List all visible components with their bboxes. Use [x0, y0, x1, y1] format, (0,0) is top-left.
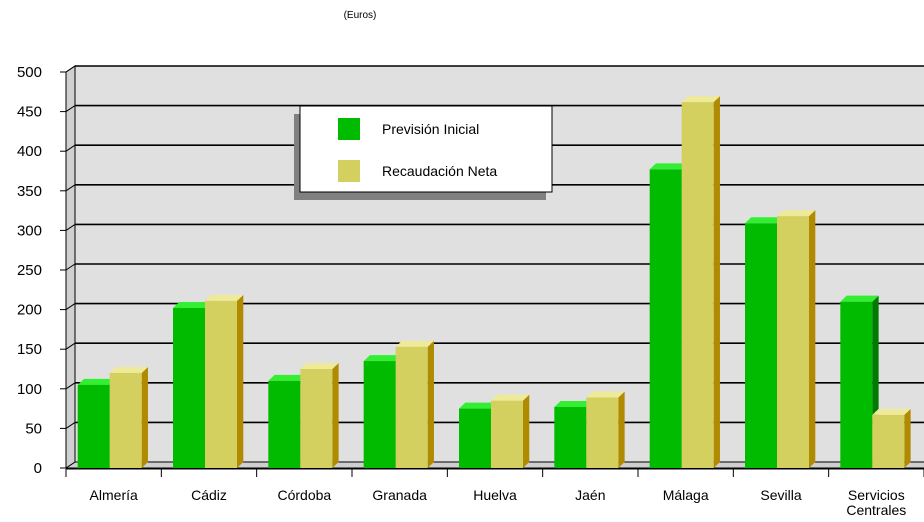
x-tick-label: Cádiz [191, 487, 227, 503]
bar-top [554, 401, 593, 408]
legend-swatch [338, 160, 360, 182]
bar-side [237, 294, 244, 468]
axes: 0 50 100 150 200 250 300 350 400 450 500 Almería Cád… [17, 64, 924, 518]
bar [554, 407, 587, 468]
chart-subtitle: (Euros) [343, 10, 377, 21]
x-tick-label: Huelva [473, 487, 517, 503]
x-tick-label: Almería [90, 487, 138, 503]
gridline-side [65, 184, 76, 192]
bar [777, 216, 809, 468]
gridline-side [65, 65, 76, 73]
bar [205, 300, 237, 468]
gridline-side [65, 421, 76, 429]
gridline-side [65, 223, 76, 231]
x-tick-label: Córdoba [277, 487, 331, 503]
bar-side [618, 391, 625, 468]
legend-swatch [338, 118, 360, 140]
bar-top [777, 210, 816, 217]
y-tick-label: 250 [17, 262, 42, 279]
y-tick-label: 50 [25, 420, 42, 437]
bar [649, 169, 682, 468]
bar [173, 308, 205, 468]
x-tick-label: Jaén [575, 487, 605, 503]
bar-top [491, 394, 530, 401]
bar [363, 361, 396, 468]
y-tick-label: 200 [17, 302, 42, 319]
bar-side [904, 408, 911, 468]
gridline-side [65, 105, 76, 113]
y-tick-label: 500 [17, 64, 42, 81]
bar-top [745, 217, 784, 224]
bar [681, 102, 714, 468]
legend: Previsión Inicial Recaudación Neta [294, 105, 553, 200]
bar [109, 372, 142, 468]
bar-top [173, 302, 212, 309]
gridline-side [65, 144, 76, 152]
y-tick-label: 400 [17, 143, 42, 160]
bar-top [205, 294, 244, 301]
bar [872, 414, 905, 468]
legend-label: Previsión Inicial [382, 121, 479, 137]
bar [395, 346, 428, 468]
y-tick-label: 150 [17, 341, 42, 358]
x-tick-label: Servicios [848, 487, 905, 503]
bar-top [649, 163, 688, 170]
bar [840, 301, 873, 468]
bar-top [109, 366, 148, 373]
gridline-side [65, 303, 76, 311]
bar-side [332, 363, 339, 468]
legend-label: Recaudación Neta [382, 163, 497, 179]
bar-top [840, 295, 879, 302]
bar-top [459, 402, 498, 409]
bar-top [300, 363, 339, 369]
bar-side [427, 340, 434, 468]
y-tick-label: 0 [34, 460, 42, 477]
x-tick-label: Centrales [846, 502, 906, 518]
bar-top [268, 374, 307, 381]
bar-side [523, 394, 530, 468]
bars [77, 96, 911, 469]
bar [586, 397, 619, 468]
bar-side [809, 210, 816, 469]
x-tick-label: Sevilla [760, 487, 801, 503]
bar-top [77, 378, 116, 385]
y-tick-label: 350 [17, 183, 42, 200]
bar-top [586, 391, 625, 398]
bar [459, 408, 491, 468]
y-tick-label: 450 [17, 104, 42, 121]
bar-top [872, 408, 911, 415]
gridline-side [65, 342, 76, 350]
bar-top [681, 96, 720, 103]
gridline-side [65, 382, 76, 390]
bar-side [141, 366, 148, 468]
legend-box [299, 105, 553, 193]
gridline-side [65, 263, 76, 271]
bar [491, 400, 523, 468]
x-tick-label: Málaga [663, 487, 709, 503]
bar-top [395, 340, 434, 347]
bar [77, 384, 110, 468]
y-tick-label: 300 [17, 222, 42, 239]
y-tick-label: 100 [17, 381, 42, 398]
bar [300, 369, 333, 468]
bar [268, 380, 301, 468]
bar-side [713, 96, 720, 468]
bar [745, 223, 777, 468]
x-tick-label: Granada [372, 487, 427, 503]
bar-top [363, 355, 402, 362]
